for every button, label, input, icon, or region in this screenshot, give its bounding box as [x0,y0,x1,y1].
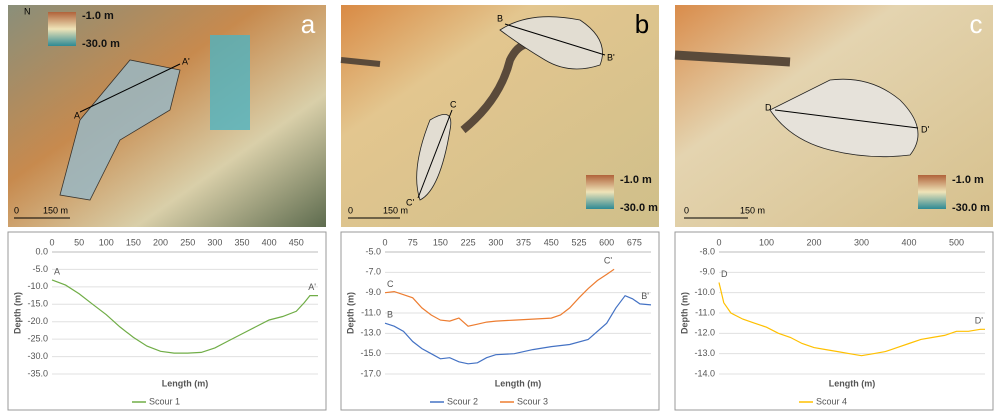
profile-start-label: B [387,310,393,320]
x-tick-label: 400 [262,237,277,247]
north-label: N [24,6,31,16]
colorbar-bottom: -30.0 m [952,202,990,214]
y-tick-label: -8.0 [699,246,715,256]
y-tick-label: -7.0 [365,267,381,277]
scale-label: 0 [684,205,689,215]
map-c: -1.0 m -30.0 m c 0 150 m D D' [675,5,993,227]
profile-end-label: A' [308,282,316,292]
scale-label: 150 m [43,205,68,215]
y-tick-label: -5.0 [365,246,381,256]
colorbar [918,175,946,209]
panel-label: a [301,9,316,39]
profile-label: A [74,110,80,120]
x-tick-label: 300 [207,237,222,247]
y-tick-label: -10.0 [694,287,715,297]
profile-label: B' [607,52,615,62]
profile-end-label: B' [641,291,649,301]
y-tick-label: -11.0 [361,307,381,317]
scale-label: 0 [14,205,19,215]
x-tick-label: 525 [571,237,586,247]
y-tick-label: -25.0 [27,334,48,344]
legend-label: Scour 1 [149,396,180,406]
y-tick-label: -35.0 [27,368,48,378]
panel-label: b [635,9,649,39]
x-axis-title: Length (m) [495,378,542,388]
legend-label: Scour 3 [517,396,548,406]
scale-label: 150 m [740,205,765,215]
profile-end-label: C' [604,256,612,266]
map-b: -1.0 m -30.0 m b 0 150 m B B' C C' [341,5,659,227]
y-tick-label: -14.0 [694,368,715,378]
y-tick-label: -30.0 [27,351,48,361]
x-tick-label: 500 [949,237,964,247]
profile-end-label: D' [975,316,983,326]
x-tick-label: 150 [433,237,448,247]
x-axis-title: Length (m) [162,378,209,388]
x-tick-label: 0 [49,237,54,247]
y-tick-label: -20.0 [27,316,48,326]
scale-label: 0 [348,205,353,215]
x-tick-label: 50 [74,237,84,247]
x-tick-label: 100 [99,237,114,247]
profile-start-label: D [721,269,728,279]
panel-label: c [970,9,983,39]
profile-label: C [450,99,457,109]
colorbar [48,12,76,46]
y-tick-label: -5.0 [32,264,48,274]
colorbar-top: -1.0 m [82,10,114,22]
scale-label: 150 m [383,205,408,215]
jetty [341,60,380,64]
y-tick-label: -12.0 [694,328,715,338]
legend-label: Scour 4 [816,396,847,406]
colorbar-top: -1.0 m [620,174,652,186]
y-axis-title: Depth (m) [345,292,355,334]
x-tick-label: 300 [854,237,869,247]
y-tick-label: -10.0 [27,281,48,291]
x-tick-label: 450 [544,237,559,247]
map-a: N -1.0 m -30.0 m a 0 150 m A A' [8,5,326,227]
colorbar-bottom: -30.0 m [620,202,658,214]
y-tick-label: -11.0 [695,307,715,317]
profile-start-label: C [387,279,394,289]
x-tick-label: 675 [627,237,642,247]
y-axis-title: Depth (m) [12,292,22,334]
x-tick-label: 350 [234,237,249,247]
profile-label: A' [182,56,190,66]
y-tick-label: -9.0 [699,267,715,277]
x-tick-label: 300 [488,237,503,247]
profile-label: B [497,13,503,23]
x-tick-label: 0 [716,237,721,247]
x-axis-title: Length (m) [829,378,876,388]
x-tick-label: 100 [759,237,774,247]
colorbar-top: -1.0 m [952,174,984,186]
x-tick-label: 75 [408,237,418,247]
y-tick-label: -17.0 [360,368,381,378]
profile-label: D' [921,124,929,134]
y-tick-label: -15.0 [27,299,48,309]
x-tick-label: 400 [901,237,916,247]
x-tick-label: 0 [382,237,387,247]
profile-start-label: A [54,266,60,276]
x-tick-label: 200 [806,237,821,247]
x-tick-label: 200 [153,237,168,247]
x-tick-label: 600 [599,237,614,247]
y-tick-label: -13.0 [360,328,381,338]
colorbar [586,175,614,209]
x-tick-label: 225 [461,237,476,247]
x-tick-label: 375 [516,237,531,247]
y-tick-label: -15.0 [360,348,381,358]
x-tick-label: 450 [289,237,304,247]
x-tick-label: 250 [180,237,195,247]
basin [210,35,250,130]
profile-label: D [765,102,772,112]
x-tick-label: 150 [126,237,141,247]
profile-label: C' [406,197,414,207]
y-axis-title: Depth (m) [679,292,689,334]
y-tick-label: -9.0 [365,287,381,297]
colorbar-bottom: -30.0 m [82,38,120,50]
y-tick-label: -13.0 [694,348,715,358]
legend-label: Scour 2 [447,396,478,406]
y-tick-label: 0.0 [35,246,48,256]
figure: N -1.0 m -30.0 m a 0 150 m A A' -1.0 m -… [0,0,994,413]
